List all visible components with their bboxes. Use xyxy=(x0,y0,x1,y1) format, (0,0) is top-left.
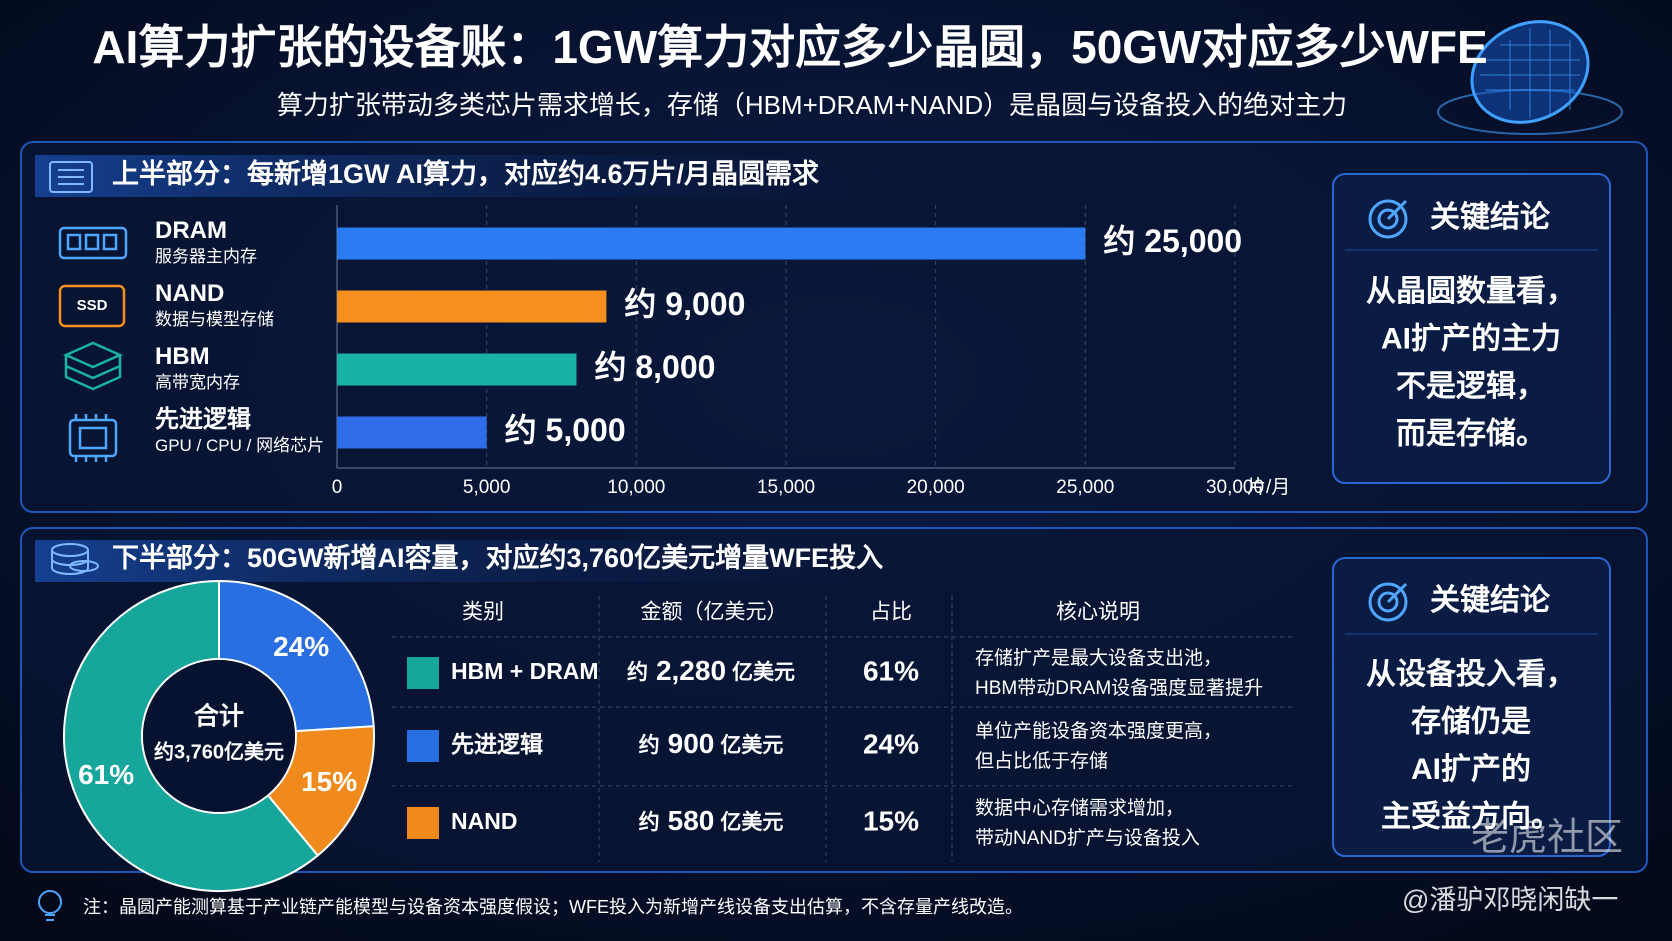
table-header: 核心说明 xyxy=(1056,601,1140,624)
row-category: HBM + DRAM xyxy=(451,658,599,684)
legend-swatch xyxy=(407,730,439,762)
value-label: 约 5,000 xyxy=(505,412,626,448)
amount-prefix: 约 xyxy=(627,660,648,684)
category-note: 高带宽内存 xyxy=(155,373,240,392)
watermark: 老虎社区 xyxy=(1471,817,1623,859)
conclusion-box xyxy=(1332,173,1611,484)
section-heading: 下半部分：50GW新增AI容量，对应约3,760亿美元增量WFE投入 xyxy=(112,542,883,573)
target-icon xyxy=(1368,582,1408,622)
category-label: NAND xyxy=(155,280,224,307)
bar xyxy=(337,290,607,323)
x-tick-label: 25,000 xyxy=(1056,477,1114,498)
row-share: 24% xyxy=(863,728,919,759)
header-bar xyxy=(35,540,935,582)
x-tick-label: 15,000 xyxy=(757,477,815,498)
title: AI算力扩张的设备账：1GW算力对应多少晶圆，50GW对应多少WFE xyxy=(92,21,1487,73)
bulb-icon xyxy=(38,890,62,921)
stack-icon xyxy=(51,543,99,575)
value-label: 约 9,000 xyxy=(624,286,745,322)
category-label: DRAM xyxy=(155,217,227,244)
section-heading: 上半部分：每新增1GW AI算力，对应约4.6万片/月晶圆需求 xyxy=(112,158,819,189)
row-note: 带动NAND扩产与设备投入 xyxy=(975,827,1200,849)
category-note: 数据与模型存储 xyxy=(155,310,274,329)
amount-unit: 亿美元 xyxy=(720,810,783,834)
table-header: 占比 xyxy=(870,601,912,624)
row-category: 先进逻辑 xyxy=(451,731,543,757)
row-note: 数据中心存储需求增加， xyxy=(975,797,1184,819)
x-tick-label: 10,000 xyxy=(607,477,665,498)
donut-hole xyxy=(143,660,295,812)
table-header: 金额（亿美元） xyxy=(641,601,788,624)
donut-slice xyxy=(218,579,375,733)
category-note: GPU / CPU / 网络芯片 xyxy=(155,436,324,455)
conclusion-title: 关键结论 xyxy=(1430,201,1551,234)
amount-prefix: 约 xyxy=(639,733,660,757)
category-icons xyxy=(58,226,128,462)
category-note: 服务器主内存 xyxy=(155,247,257,266)
row-note: 单位产能设备资本强度更高， xyxy=(975,720,1222,742)
conclusion-line: 从设备投入看， xyxy=(1366,657,1576,691)
chip-icon xyxy=(49,161,93,193)
conclusion-title: 关键结论 xyxy=(1430,584,1551,617)
footnote: 注：晶圆产能测算基于产业链产能模型与设备资本强度假设；WFE投入为新增产线设备支… xyxy=(83,897,1023,917)
conclusion-line: 不是逻辑， xyxy=(1396,370,1546,403)
table-header: 类别 xyxy=(462,601,504,624)
subtitle: 算力扩张带动多类芯片需求增长，存储（HBM+DRAM+NAND）是晶圆与设备投入… xyxy=(277,90,1347,120)
row-note: 但占比低于存储 xyxy=(975,750,1108,772)
target-icon xyxy=(1368,199,1408,239)
amount-unit: 亿美元 xyxy=(732,660,795,684)
x-tick-label: 20,000 xyxy=(907,477,965,498)
row-share: 15% xyxy=(863,805,919,836)
conclusion-box xyxy=(1332,557,1611,857)
slice-label: 61% xyxy=(78,759,134,790)
x-tick-label: 30,000 xyxy=(1206,477,1264,498)
center-title: 合计 xyxy=(194,702,244,731)
donut-slice xyxy=(266,725,375,857)
amount-prefix: 约 xyxy=(639,810,660,834)
donut-slice xyxy=(63,579,320,892)
header-bar xyxy=(35,155,935,197)
conclusion-line: 存储仍是 xyxy=(1411,705,1531,738)
conclusion-line: AI扩产的主力 xyxy=(1381,322,1561,355)
row-note: HBM带动DRAM设备强度显著提升 xyxy=(975,677,1263,699)
legend-swatch xyxy=(407,807,439,839)
amount-value: 2,280 xyxy=(656,655,726,686)
amount-value: 900 xyxy=(668,728,715,759)
legend-swatch xyxy=(407,657,439,689)
x-axis-label: 片/月 xyxy=(1247,476,1290,498)
conclusion-line: 而是存储。 xyxy=(1396,417,1546,450)
author: @潘驴邓晓闲缺一 xyxy=(1402,885,1618,915)
row-share: 61% xyxy=(863,655,919,686)
row-note: 存储扩产是最大设备支出池， xyxy=(975,647,1222,669)
conclusion-line: AI扩产的 xyxy=(1411,753,1531,786)
row-amount: 约 2,280 亿美元 xyxy=(627,655,795,686)
value-label: 约 25,000 xyxy=(1103,223,1242,259)
category-label: HBM xyxy=(155,343,210,370)
value-label: 约 8,000 xyxy=(594,349,715,385)
row-category: NAND xyxy=(451,808,517,834)
row-amount: 约 580 亿美元 xyxy=(639,805,784,836)
category-label: 先进逻辑 xyxy=(155,405,251,433)
ssd-icon-text: SSD xyxy=(77,297,108,314)
bar xyxy=(337,353,577,386)
slice-label: 24% xyxy=(273,631,329,662)
center-label: 约3,760亿美元 xyxy=(154,739,284,763)
x-tick-label: 5,000 xyxy=(463,477,511,498)
conclusion-line: 主受益方向。 xyxy=(1381,799,1561,833)
row-amount: 约 900 亿美元 xyxy=(639,728,784,759)
amount-value: 580 xyxy=(668,805,715,836)
conclusion-line: 从晶圆数量看， xyxy=(1366,275,1576,308)
slice-label: 15% xyxy=(301,766,357,797)
wafer-icon xyxy=(1437,20,1623,135)
bar xyxy=(337,227,1086,260)
bar xyxy=(337,416,487,449)
x-tick-label: 0 xyxy=(332,477,343,498)
amount-unit: 亿美元 xyxy=(720,733,783,757)
